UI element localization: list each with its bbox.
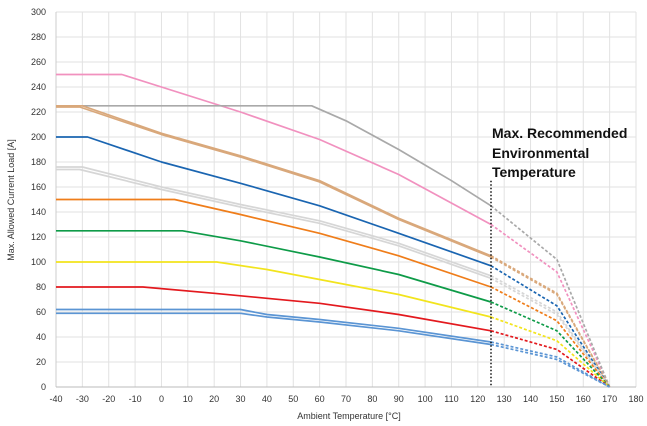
series-line-solid: [56, 166, 492, 277]
series-line-projected: [490, 205, 611, 388]
y-tick-label: 140: [31, 207, 46, 217]
x-tick-label: 150: [549, 394, 564, 404]
series-line-projected: [490, 316, 611, 388]
y-tick-label: 160: [31, 182, 46, 192]
x-tick-label: -10: [129, 394, 142, 404]
x-tick-label: 170: [602, 394, 617, 404]
y-tick-label: 300: [31, 7, 46, 17]
y-tick-label: 40: [36, 332, 46, 342]
x-tick-label: 10: [183, 394, 193, 404]
series-line-solid: [56, 286, 492, 332]
y-tick-label: 60: [36, 307, 46, 317]
series-line-projected: [490, 275, 611, 388]
y-tick-label: 20: [36, 357, 46, 367]
series-line-projected: [490, 286, 611, 388]
y-tick-label: 0: [41, 382, 46, 392]
tick-labels: 0204060801001201401601802002202402602803…: [31, 7, 644, 404]
x-tick-label: 70: [341, 394, 351, 404]
x-axis-title: Ambient Temperature [°C]: [297, 411, 400, 421]
x-tick-label: -20: [102, 394, 115, 404]
series-line-projected: [490, 341, 611, 388]
series-line-solid: [56, 261, 492, 318]
x-tick-label: 160: [576, 394, 591, 404]
series-group: [56, 73, 611, 388]
x-tick-label: 130: [497, 394, 512, 404]
y-tick-label: 120: [31, 232, 46, 242]
x-tick-label: 40: [262, 394, 272, 404]
series-line-solid: [56, 106, 492, 258]
y-tick-label: 280: [31, 32, 46, 42]
x-tick-label: 100: [418, 394, 433, 404]
series-line-solid: [56, 104, 492, 257]
series-line-solid: [56, 312, 492, 346]
x-tick-label: 60: [315, 394, 325, 404]
x-tick-label: 140: [523, 394, 538, 404]
y-tick-label: 80: [36, 282, 46, 292]
series-line-projected: [490, 265, 611, 388]
annotation-group: Max. Recommended Environmental Temperatu…: [490, 125, 627, 387]
annotation-line-1: Max. Recommended: [492, 125, 627, 141]
y-tick-label: 240: [31, 82, 46, 92]
series-line-solid: [56, 104, 492, 207]
y-tick-label: 220: [31, 107, 46, 117]
x-tick-label: 50: [288, 394, 298, 404]
series-line-projected: [490, 329, 611, 388]
y-tick-label: 180: [31, 157, 46, 167]
x-tick-label: 110: [444, 394, 458, 404]
y-axis-title: Max. Allowed Current Load [A]: [6, 139, 16, 261]
series-line-solid: [56, 229, 492, 303]
x-tick-label: 120: [470, 394, 485, 404]
series-line-solid: [56, 198, 492, 288]
annotation-line-3: Temperature: [492, 164, 576, 180]
x-tick-label: 0: [159, 394, 164, 404]
series-line-projected: [490, 256, 611, 388]
y-tick-label: 260: [31, 57, 46, 67]
y-tick-label: 200: [31, 132, 46, 142]
series-line-solid: [56, 308, 492, 343]
x-tick-label: 30: [236, 394, 246, 404]
series-line-projected: [490, 301, 611, 388]
series-line-solid: [56, 168, 492, 280]
x-tick-label: 20: [209, 394, 219, 404]
y-tick-label: 100: [31, 257, 46, 267]
series-line-solid: [56, 73, 492, 226]
series-line-solid: [56, 136, 492, 267]
x-tick-label: 80: [367, 394, 377, 404]
x-tick-label: 90: [394, 394, 404, 404]
annotation-line-2: Environmental: [492, 145, 589, 161]
x-tick-label: -30: [76, 394, 89, 404]
series-line-projected: [490, 223, 611, 388]
series-line-projected: [490, 277, 611, 388]
series-line-projected: [490, 343, 610, 388]
x-tick-label: -40: [49, 394, 62, 404]
x-tick-label: 180: [628, 394, 643, 404]
